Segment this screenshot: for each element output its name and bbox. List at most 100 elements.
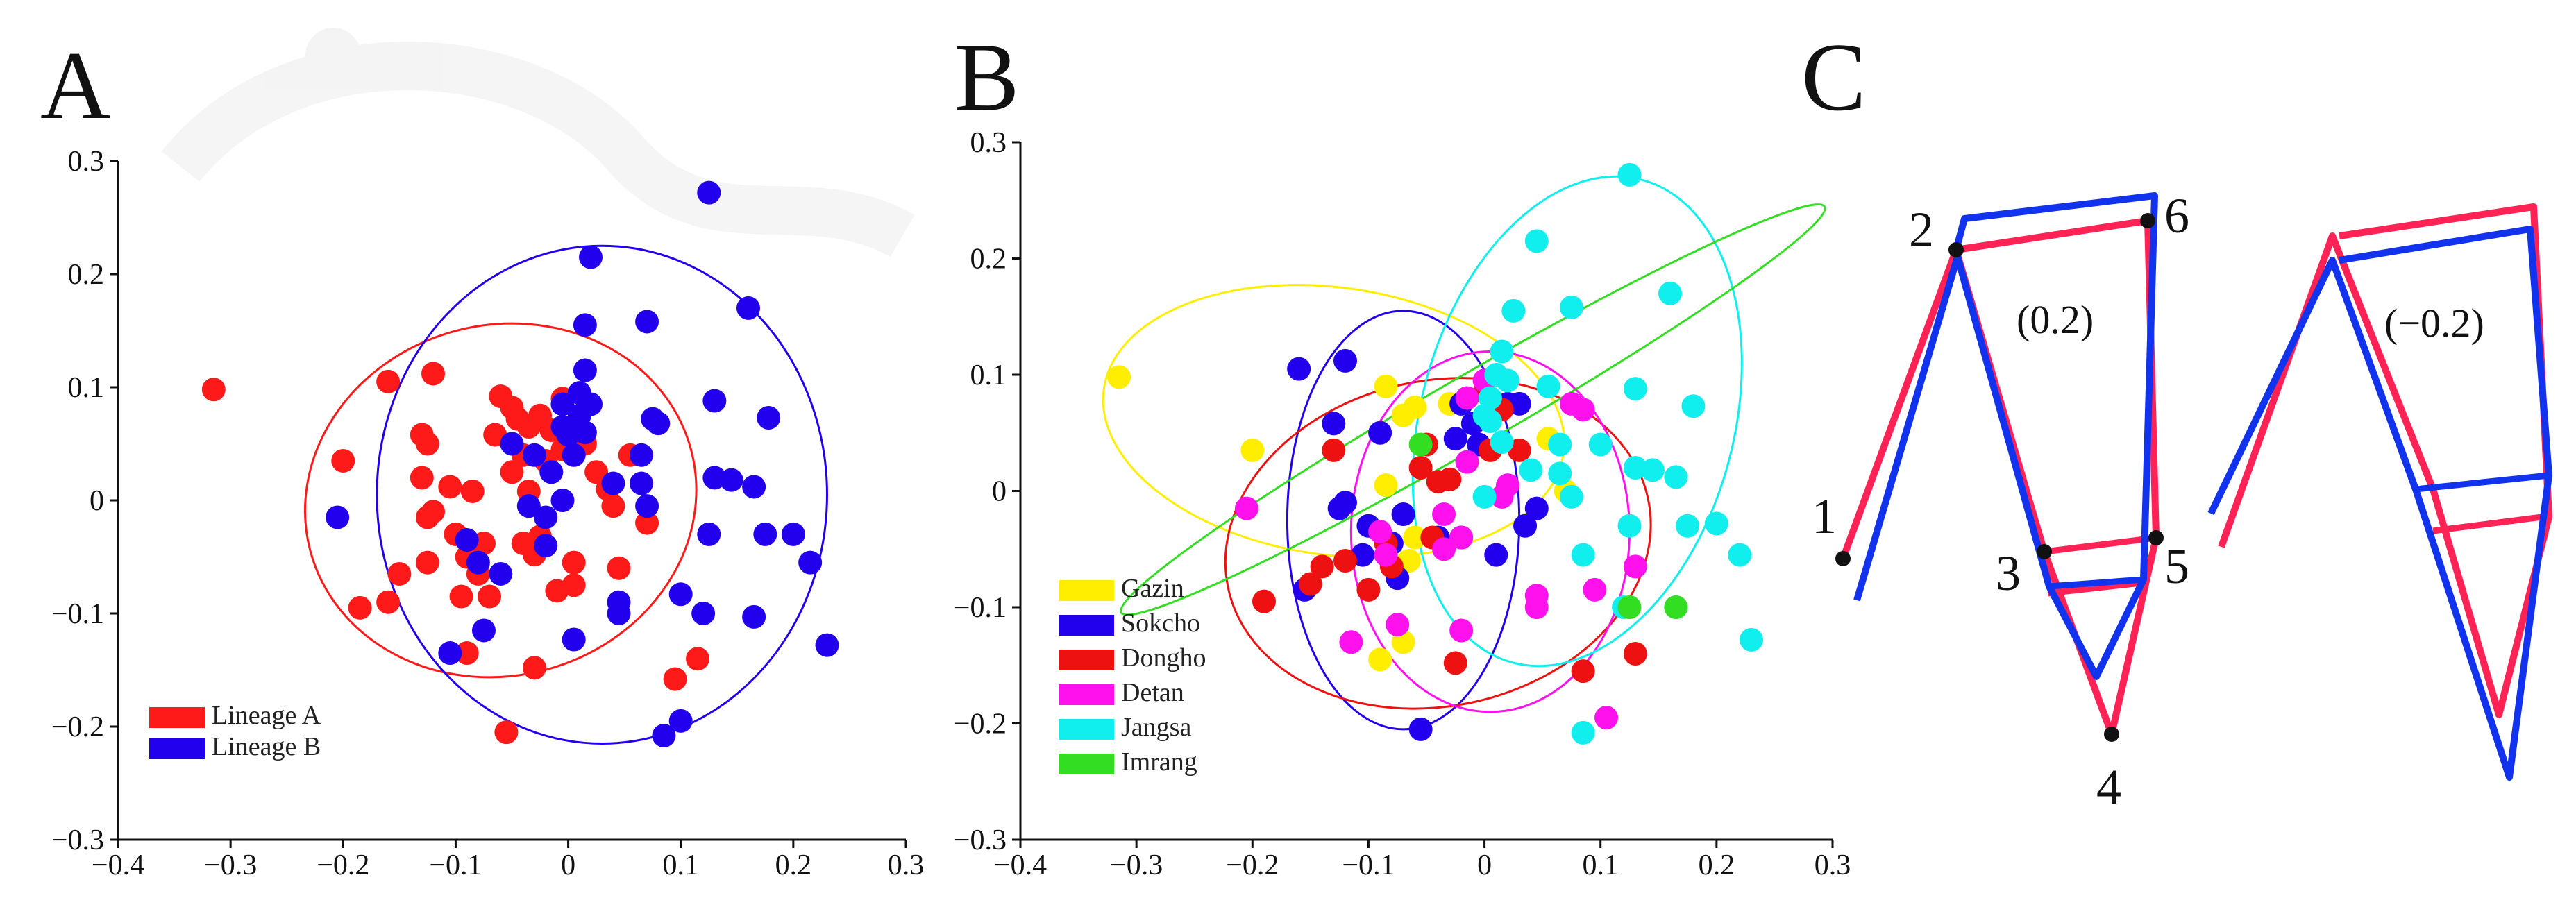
data-point-lineage-a: [460, 479, 485, 503]
data-point-detan: [1571, 398, 1595, 422]
data-point-jangsa: [1548, 432, 1572, 457]
data-point-lineage-b: [691, 602, 716, 625]
x-tick-label: 0.2: [1699, 849, 1735, 881]
data-point-lineage-b: [719, 468, 743, 492]
confidence-ellipse: [1120, 203, 1826, 616]
data-point-sokcho: [1484, 543, 1508, 567]
landmark-label-1: 1: [1812, 489, 1837, 544]
confidence-ellipse: [304, 322, 698, 679]
data-point-lineage-b: [646, 412, 671, 436]
data-point-detan: [1623, 554, 1647, 579]
data-point-jangsa: [1658, 281, 1682, 305]
legend-label: Sokcho: [1121, 609, 1200, 638]
data-point-detan: [1449, 525, 1474, 550]
shape-grid-left: [2048, 576, 2144, 590]
landmark-point: [1835, 551, 1851, 566]
data-point-detan: [1339, 630, 1363, 654]
data-point-lineage-b: [522, 443, 546, 467]
data-point-gazin: [1368, 647, 1392, 672]
data-point-lineage-a: [478, 584, 502, 609]
x-tick-label: 0.1: [1582, 849, 1619, 881]
data-point-lineage-a: [331, 448, 355, 473]
data-point-gazin: [1374, 473, 1398, 498]
data-point-lineage-a: [348, 595, 372, 620]
data-point-lineage-b: [573, 421, 597, 445]
data-point-jangsa: [1484, 363, 1508, 387]
y-tick-label: −0.2: [954, 709, 1007, 740]
legend-swatch: [1059, 719, 1114, 740]
data-point-jangsa: [1478, 409, 1502, 433]
data-point-lineage-b: [455, 528, 479, 552]
y-tick-label: −0.1: [51, 598, 104, 630]
data-point-lineage-b: [742, 604, 766, 629]
data-point-jangsa: [1501, 298, 1526, 323]
data-point-lineage-a: [584, 460, 609, 484]
landmark-point: [2104, 727, 2119, 742]
data-point-lineage-b: [534, 505, 558, 529]
data-point-lineage-b: [466, 550, 490, 575]
data-point-jangsa: [1617, 162, 1642, 187]
data-point-sokcho: [1524, 496, 1549, 520]
data-point-jangsa: [1536, 374, 1560, 398]
data-point-detan: [1386, 613, 1410, 637]
data-point-detan: [1490, 484, 1514, 509]
legend-label: Gazin: [1121, 574, 1184, 603]
legend-label: Detan: [1121, 678, 1184, 707]
data-point-lineage-b: [500, 432, 524, 456]
data-point-lineage-b: [539, 460, 564, 484]
legend-label: Lineage B: [212, 732, 321, 761]
x-tick-label: −0.2: [317, 849, 369, 881]
x-tick-label: 0: [1477, 849, 1492, 881]
data-point-jangsa: [1704, 511, 1728, 536]
data-point-lineage-a: [607, 556, 631, 580]
shape-outline-right: [2207, 226, 2552, 781]
legend-label: Jangsa: [1121, 713, 1191, 742]
data-point-jangsa: [1728, 543, 1752, 567]
landmark-label-5: 5: [2164, 539, 2189, 594]
data-point-lineage-b: [668, 582, 693, 607]
data-point-jangsa: [1571, 720, 1595, 745]
landmark-point: [2037, 544, 2052, 559]
data-point-dongho: [1356, 577, 1381, 602]
data-point-jangsa: [1676, 514, 1700, 538]
data-point-lineage-b: [635, 494, 659, 518]
data-point-lineage-b: [326, 505, 350, 529]
data-point-lineage-b: [550, 489, 575, 512]
data-point-lineage-b: [652, 724, 676, 748]
data-point-detan: [1234, 496, 1258, 520]
scatter-plot-a: −0.4 −0.3 −0.2 −0.1 0 0.1 0.2 0.3 0.30.20.10−0.…: [51, 146, 924, 881]
caption-right: (−0.2): [2384, 300, 2484, 346]
data-point-jangsa: [1559, 295, 1583, 319]
y-tick-label: 0: [90, 485, 104, 517]
data-point-gazin: [1374, 374, 1398, 398]
y-tick-label: 0: [992, 476, 1007, 508]
data-point-lineage-a: [421, 362, 445, 386]
x-tick-label: −0.1: [1342, 849, 1395, 881]
legend-swatch: [1059, 650, 1114, 670]
data-point-lineage-a: [415, 550, 439, 575]
y-tick-label: 0.2: [68, 259, 105, 291]
legend-label: Lineage A: [212, 701, 321, 730]
legend-swatch: [1059, 684, 1114, 705]
data-point-gazin: [1107, 365, 1131, 389]
x-tick-label: −0.1: [429, 849, 482, 881]
data-point-detan: [1432, 502, 1456, 526]
data-point-dongho: [1252, 589, 1276, 613]
landmark-deformation-diagram: 1 2 3 4 5 6 (0.2) (−0.2): [1812, 188, 2552, 815]
x-tick-label: −0.4: [994, 849, 1047, 881]
data-point-lineage-b: [489, 561, 513, 586]
data-point-lineage-b: [601, 471, 625, 495]
data-point-jangsa: [1559, 484, 1583, 509]
reference-grid-right: [2432, 514, 2543, 534]
shape-grid-right: [2415, 472, 2550, 493]
data-point-lineage-a: [421, 500, 445, 524]
reference-grid-left: [2044, 534, 2157, 597]
data-point-sokcho: [1327, 496, 1352, 520]
data-point-jangsa: [1623, 456, 1647, 480]
landmark-label-6: 6: [2164, 188, 2189, 244]
data-point-sokcho: [1368, 421, 1392, 445]
data-point-sokcho: [1443, 427, 1467, 451]
data-point-lineage-a: [635, 511, 659, 535]
legend-swatch: [1059, 615, 1114, 636]
